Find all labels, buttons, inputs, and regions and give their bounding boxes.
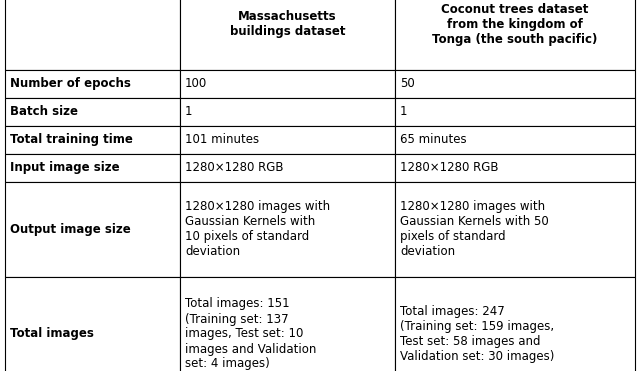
Text: 1: 1 [185,105,193,118]
Bar [180,69,395,98]
Text: Coconut trees dataset
from the kingdom of
Tonga (the south pacific): Coconut trees dataset from the kingdom o… [432,3,598,46]
Bar [395,69,635,98]
Bar [180,154,395,181]
Text: 1280×1280 RGB: 1280×1280 RGB [400,161,499,174]
Bar [5,154,180,181]
Bar [395,0,635,69]
Bar [180,0,395,69]
Bar [395,125,635,154]
Text: 101 minutes: 101 minutes [185,133,259,146]
Text: 1280×1280 images with
Gaussian Kernels with 50
pixels of standard
deviation: 1280×1280 images with Gaussian Kernels w… [400,200,548,258]
Bar [5,98,180,125]
Text: Input image size: Input image size [10,161,120,174]
Bar [180,125,395,154]
Text: Total images: 151
(Training set: 137
images, Test set: 10
images and Validation
: Total images: 151 (Training set: 137 ima… [185,298,316,371]
Text: 1280×1280 images with
Gaussian Kernels with
10 pixels of standard
deviation: 1280×1280 images with Gaussian Kernels w… [185,200,330,258]
Bar [5,125,180,154]
Text: Total images: Total images [10,328,94,341]
Text: Batch size: Batch size [10,105,78,118]
Bar [180,181,395,276]
Bar [5,69,180,98]
Bar [180,276,395,371]
Text: 50: 50 [400,77,415,90]
Bar [5,0,180,69]
Bar [5,276,180,371]
Text: Total images: 247
(Training set: 159 images,
Test set: 58 images and
Validation : Total images: 247 (Training set: 159 ima… [400,305,554,363]
Bar [395,98,635,125]
Text: Output image size: Output image size [10,223,131,236]
Bar [180,98,395,125]
Text: 100: 100 [185,77,207,90]
Bar [5,181,180,276]
Bar [395,276,635,371]
Text: 1280×1280 RGB: 1280×1280 RGB [185,161,284,174]
Text: Total training time: Total training time [10,133,133,146]
Bar [395,154,635,181]
Text: 65 minutes: 65 minutes [400,133,467,146]
Bar [395,181,635,276]
Text: Number of epochs: Number of epochs [10,77,131,90]
Text: 1: 1 [400,105,408,118]
Text: Massachusetts
buildings dataset: Massachusetts buildings dataset [230,10,345,39]
